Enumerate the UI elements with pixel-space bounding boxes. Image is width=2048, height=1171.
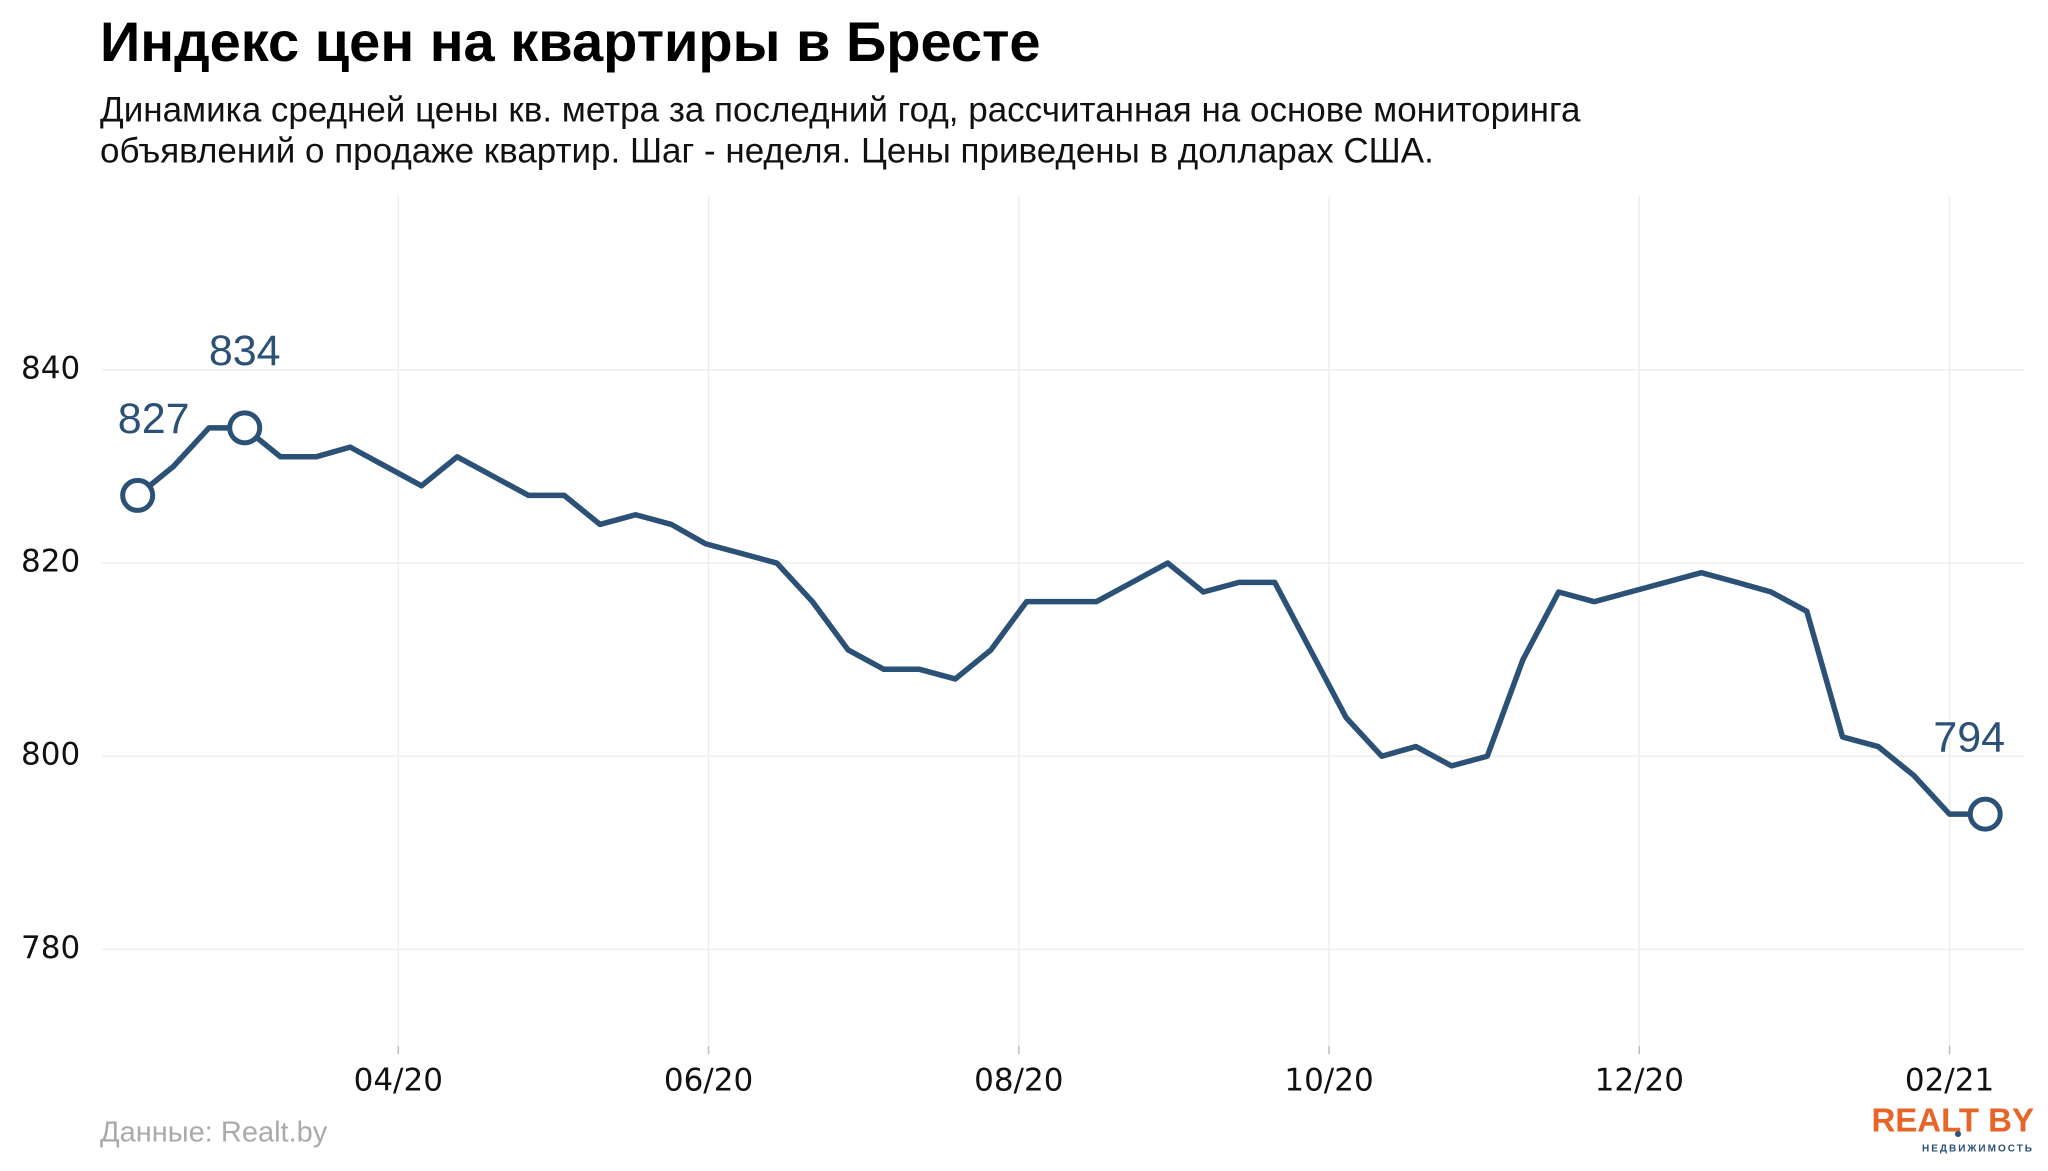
logo-dot bbox=[1955, 1131, 1961, 1137]
y-tick-label: 800 bbox=[21, 737, 80, 773]
plot: 827 834 794 bbox=[118, 327, 2005, 832]
line bbox=[135, 425, 1986, 817]
x-tick-label: 06/20 bbox=[664, 1063, 753, 1099]
x-tick-label: 08/20 bbox=[974, 1063, 1063, 1099]
chart-subtitle: Динамика средней цены кв. метра за после… bbox=[100, 90, 1581, 129]
value-label: 827 bbox=[118, 395, 190, 443]
point-marker bbox=[120, 477, 156, 513]
logo: REALT BY bbox=[1871, 1102, 2034, 1139]
y-tick-label: 840 bbox=[21, 350, 80, 386]
point-marker bbox=[1967, 796, 2003, 832]
x-tick-label: 10/20 bbox=[1284, 1063, 1373, 1099]
y-tick-label: 820 bbox=[21, 544, 80, 580]
y-tick-label: 780 bbox=[21, 930, 80, 966]
value-label: 794 bbox=[1933, 714, 2005, 762]
grid: 780 800 820 840 04/20 06/20 08/20 10/20 12/20 02/… bbox=[21, 196, 2024, 1099]
chart-title: Индекс цен на квартиры в Бресте bbox=[100, 10, 1041, 73]
chart-subtitle: объявлений о продаже квартир. Шаг - неде… bbox=[100, 131, 1434, 170]
source: Данные: Realt.by bbox=[100, 1117, 328, 1149]
logo-subtext: НЕДВИЖИМОСТЬ bbox=[1922, 1144, 2034, 1155]
value-label: 834 bbox=[209, 327, 281, 375]
point-marker bbox=[227, 410, 263, 446]
x-tick-label: 02/21 bbox=[1905, 1063, 1994, 1099]
x-tick-label: 04/20 bbox=[354, 1063, 443, 1099]
x-tick-label: 12/20 bbox=[1595, 1063, 1684, 1099]
